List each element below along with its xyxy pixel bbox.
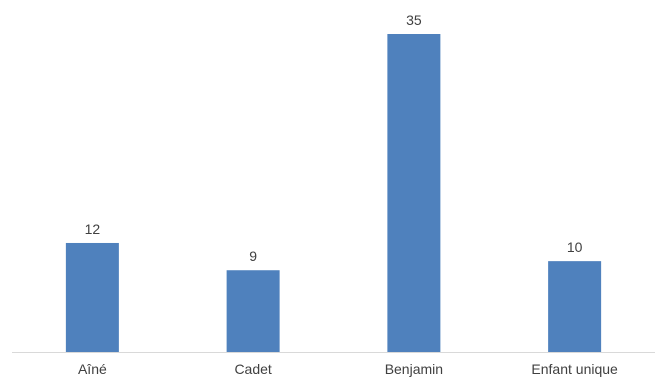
x-tick-label-2: Benjamin: [385, 361, 443, 377]
bar-1: [226, 270, 280, 352]
x-tick-labels-group: Aîné Cadet Benjamin Enfant unique: [78, 361, 618, 377]
data-label-3: 10: [567, 239, 583, 255]
x-tick-label-3: Enfant unique: [531, 361, 618, 377]
bars-group: [65, 34, 602, 352]
bar-2: [387, 34, 441, 352]
data-label-1: 9: [249, 248, 257, 264]
bar-3: [548, 261, 602, 352]
data-label-2: 35: [406, 12, 422, 28]
x-tick-label-1: Cadet: [234, 361, 271, 377]
data-label-0: 12: [85, 221, 101, 237]
data-labels-group: 12 9 35 10: [85, 12, 583, 264]
x-tick-label-0: Aîné: [78, 361, 107, 377]
bar-0: [65, 242, 119, 352]
